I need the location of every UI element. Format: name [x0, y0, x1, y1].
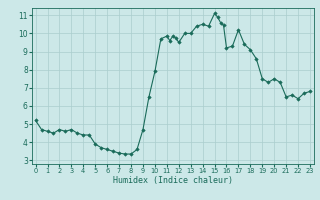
X-axis label: Humidex (Indice chaleur): Humidex (Indice chaleur) [113, 176, 233, 185]
